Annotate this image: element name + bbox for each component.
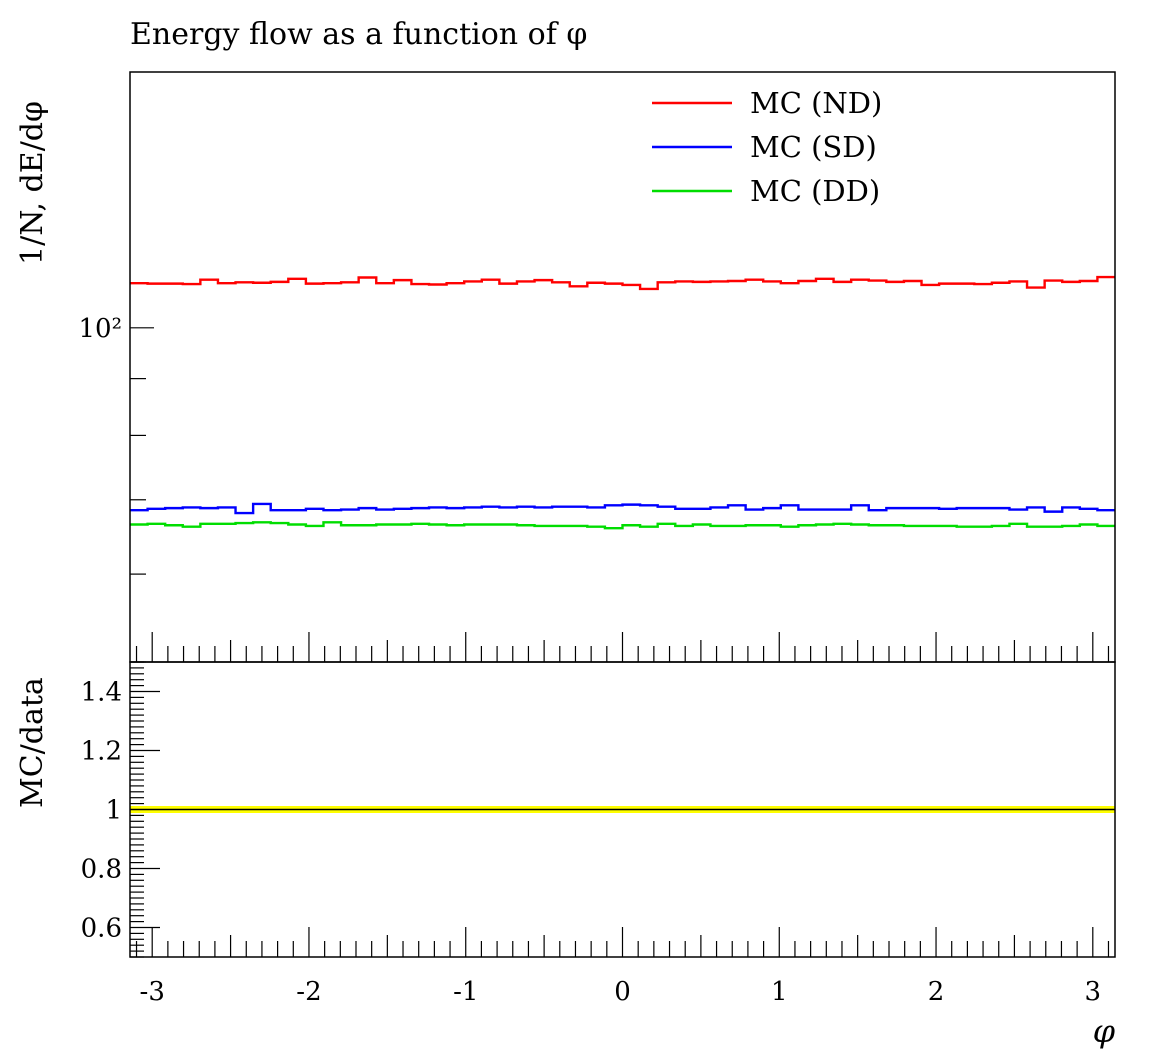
x-axis-label: φ [1093,1012,1116,1050]
x-tick-label: -3 [140,977,165,1007]
ratio-ticks [130,661,1110,958]
x-tick-label: -1 [453,977,478,1007]
x-tick-label: 0 [614,977,631,1007]
ratio-series [130,806,1115,813]
series-line [130,521,1115,530]
x-tick-label: 1 [771,977,788,1007]
y-tick-label: 1.4 [81,678,122,708]
y-tick-label: 1 [105,796,122,826]
main-y-axis-label: 1/N, dE/dφ [15,101,50,265]
x-tick-label: 2 [928,977,945,1007]
series-line [130,275,1115,291]
tick-labels: -3 -2 -1 0 1 2 3 10² 0.6 0.8 1 1.2 1.4 [78,314,1101,1007]
main-plot-frame [129,71,1116,663]
x-tick-label: 3 [1085,977,1102,1007]
ratio-y-axis-label: MC/data [15,677,50,808]
chart-title: Energy flow as a function of φ [130,17,587,52]
series-line [130,502,1115,515]
y-tick-label: 1.2 [81,737,122,767]
legend: MC (ND) MC (SD) MC (DD) [652,86,882,208]
legend-label: MC (SD) [750,130,877,164]
y-tick-label: 0.8 [81,855,122,885]
legend-label: MC (ND) [750,86,882,120]
ratio-plot-frame [129,661,1116,958]
main-ticks [130,327,1110,663]
main-series [130,275,1115,530]
legend-label: MC (DD) [750,174,880,208]
x-tick-label: -2 [296,977,321,1007]
y-tick-label: 0.6 [81,914,122,944]
y-tick-label: 10² [78,314,122,344]
